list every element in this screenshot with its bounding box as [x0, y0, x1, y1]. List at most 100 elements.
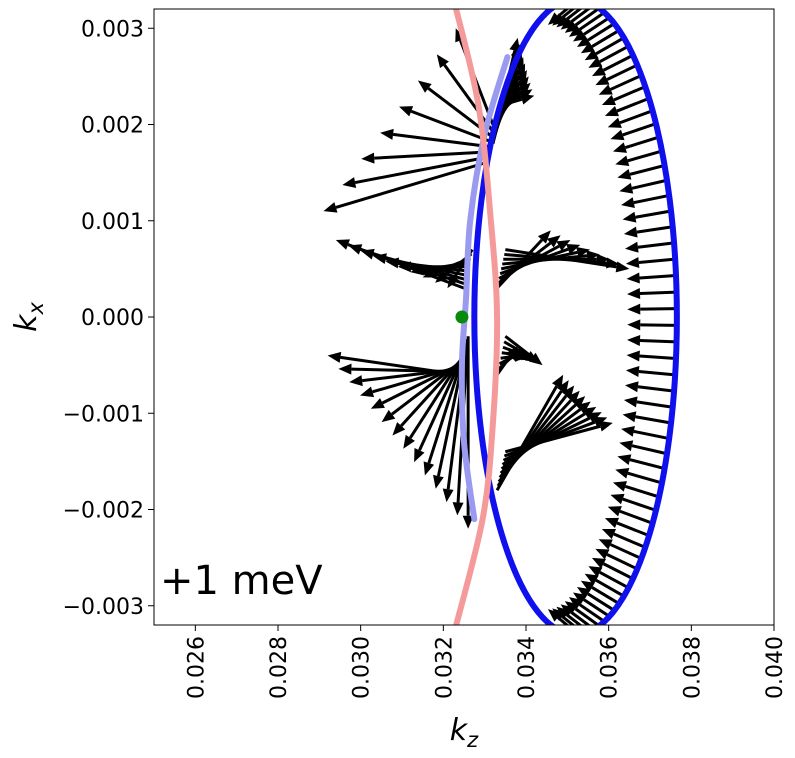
- ellipse-arrow-52-head: [577, 35, 591, 48]
- ellipse-arrow-12-head: [595, 548, 610, 560]
- fan-0-arrow-3-shaft: [392, 132, 489, 148]
- ellipse-arrow-39: [617, 163, 665, 180]
- x-tick-label-1: 0.028: [267, 636, 292, 699]
- ellipse-arrow-55-shaft: [574, 9, 601, 27]
- ellipse-arrow-28-head: [627, 334, 641, 346]
- fan-4-arrow-8: [505, 248, 630, 273]
- fan-2-arrow-1-head: [338, 363, 352, 375]
- ellipse-arrow-19-shaft: [627, 471, 663, 485]
- ellipse-arrow-8-shaft: [591, 586, 620, 605]
- fan-0-arrow-0: [323, 161, 486, 213]
- fan-5-arrow-7-shaft: [504, 335, 534, 359]
- y-tick-label-5: −0.002: [63, 499, 144, 524]
- fan-4-arrow-8-head: [615, 261, 630, 273]
- fan-2-arrow-8: [414, 350, 467, 463]
- fan-4-arrow-2-head: [556, 240, 571, 252]
- ellipse-arrow-17: [610, 493, 657, 512]
- ellipse-arrow-35-shaft: [636, 225, 673, 234]
- ellipse-arrow-27-head: [626, 350, 640, 362]
- ellipse-arrow-21-shaft: [631, 444, 668, 456]
- x-tick-label-6: 0.038: [680, 636, 705, 699]
- fan-5-arrow-7-head: [528, 352, 543, 366]
- ellipse-arrow-50-head: [584, 48, 599, 61]
- ellipse-arrow-22: [621, 426, 670, 441]
- fan-6-arrow-5-head: [577, 401, 591, 414]
- ellipse-arrow-6-shaft: [583, 598, 611, 618]
- ellipse-arrow-29-head: [627, 319, 641, 331]
- ellipse-arrow-31-shaft: [639, 290, 677, 296]
- fan-0-arrow-2-shaft: [374, 150, 488, 160]
- fan-4-arrow-0-head: [537, 230, 551, 244]
- ellipse-arrow-34-shaft: [637, 241, 675, 249]
- ellipse-arrow-10: [588, 566, 630, 590]
- ellipse-arrow-56-shaft: [570, 9, 591, 24]
- fan-0-arrow-4: [399, 106, 490, 143]
- ellipse-arrow-20-head: [617, 454, 632, 465]
- ellipse-arrow-37-shaft: [633, 193, 670, 205]
- fan-3-arrow-9-head: [520, 93, 535, 105]
- fan-6-arrow-4-head: [571, 396, 586, 409]
- fan-2-arrow-10-head: [433, 474, 444, 489]
- fan-4-arrow-1-head: [546, 235, 561, 248]
- ellipse-arrow-51-shaft: [591, 29, 620, 48]
- fan-2-arrow-7-head: [403, 434, 415, 449]
- fan-2-arrow-11-head: [442, 488, 454, 503]
- ellipse-arrow-42-head: [610, 129, 625, 141]
- ellipse-arrow-19: [615, 467, 663, 485]
- fan-2-arrow-2-head: [349, 375, 363, 387]
- fan-5-arrow-7: [504, 335, 543, 366]
- ellipse-arrow-7: [577, 586, 616, 612]
- ellipse-arrow-18-shaft: [624, 484, 660, 499]
- ellipse-arrow-48-head: [591, 65, 607, 77]
- ellipse-arrow-26: [625, 365, 676, 377]
- ellipse-arrow-44-head: [604, 105, 620, 117]
- ellipse-arrow-50-shaft: [595, 36, 625, 56]
- fan-2-arrow-8-head: [414, 448, 425, 463]
- fan-0-arrow-6-shaft: [443, 64, 493, 131]
- ellipse-arrow-25-shaft: [637, 385, 675, 393]
- fan-0-arrow-5-head: [417, 80, 432, 93]
- pink-band-curve: [452, 9, 501, 625]
- ellipse-arrow-38: [619, 178, 668, 194]
- ellipse-arrow-59-head: [547, 12, 562, 25]
- fan-0-arrow-1: [342, 156, 487, 188]
- ellipse-arrow-44-shaft: [616, 96, 650, 113]
- ellipse-arrow-41-shaft: [624, 135, 660, 150]
- ellipse-arrow-32-head: [626, 272, 640, 284]
- ellipse-arrow-28-shaft: [639, 338, 677, 344]
- x-axis-label: kz: [450, 713, 479, 752]
- fan-5-arrow-6-shaft: [503, 340, 529, 358]
- x-tick-label-2: 0.030: [350, 636, 375, 699]
- fan-6-arrow-9-shaft: [504, 424, 601, 454]
- ellipse-arrow-58-shaft: [561, 9, 576, 19]
- fan-0-arrow-4-head: [399, 106, 414, 117]
- ellipse-arrow-46-head: [598, 84, 613, 95]
- fan-5-arrow-4-shaft: [501, 351, 520, 357]
- ellipse-arrow-9: [584, 573, 625, 598]
- green-marker-point: [455, 310, 469, 324]
- ellipse-arrow-26-head: [625, 365, 640, 377]
- ellipse-arrow-9-head: [584, 573, 599, 586]
- fan-6-arrow-5-shaft: [500, 408, 582, 471]
- ellipse-arrow-38-shaft: [631, 178, 668, 190]
- ellipse-arrow-36: [622, 209, 672, 223]
- ellipse-arrow-54-head: [568, 24, 583, 37]
- ellipse-arrow-59: [547, 9, 570, 25]
- fan-2-arrow-8-shaft: [418, 350, 467, 451]
- ellipse-arrow-22-shaft: [633, 429, 670, 441]
- ellipse-arrow-24-shaft: [636, 400, 673, 409]
- fan-1-arrow-8-head: [435, 270, 449, 283]
- ellipse-arrow-38-head: [619, 182, 634, 194]
- ellipse-arrow-16-head: [607, 506, 622, 517]
- ellipse-arrow-42: [610, 122, 657, 141]
- fan-2-arrow-13-head: [462, 515, 474, 529]
- ellipse-arrow-33-shaft: [638, 257, 676, 265]
- ellipse-arrow-26-shaft: [638, 369, 676, 377]
- ellipse-arrow-27-shaft: [639, 354, 677, 360]
- ellipse-arrow-47-shaft: [606, 63, 638, 81]
- ellipse-arrow-15-head: [604, 517, 620, 529]
- ellipse-arrow-24: [623, 396, 673, 409]
- ellipse-arrow-36-head: [622, 211, 637, 223]
- fan-5-arrow-5-shaft: [502, 345, 524, 357]
- ellipse-arrow-34: [625, 241, 675, 253]
